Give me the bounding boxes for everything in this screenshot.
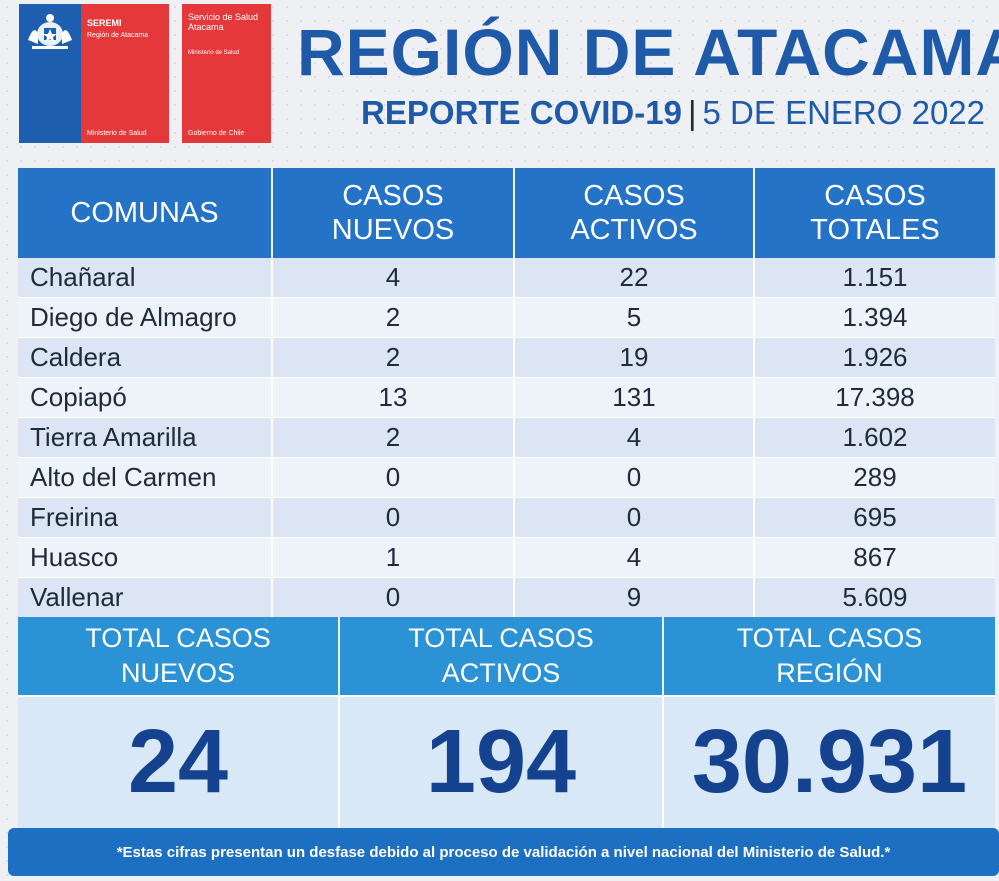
casos-activos-value: 4: [515, 418, 755, 457]
seremi-title: SEREMI: [87, 18, 122, 28]
casos-totales-value: 695: [853, 502, 897, 532]
total-region-label: TOTAL CASOS REGIÓN: [664, 617, 995, 695]
casos-nuevos-value: 13: [273, 378, 515, 417]
casos-activos-value: 5: [515, 298, 755, 337]
table-row: Copiapó 13 131 17.398: [18, 378, 995, 418]
table-row: Caldera 2 19 1.926: [18, 338, 995, 378]
coat-of-arms-icon: [28, 14, 72, 49]
table-row: Freirina 0 0 695: [18, 498, 995, 538]
subtitle-separator: |: [687, 94, 697, 131]
casos-totales-value: 1.926: [842, 342, 908, 372]
servicio-footer: Gobierno de Chile: [188, 130, 245, 137]
comuna-name: Freirina: [18, 498, 273, 537]
seremi-subtitle: Región de Atacama: [87, 32, 149, 39]
casos-nuevos-value: 0: [273, 498, 515, 537]
totals-panel: TOTAL CASOS NUEVOS TOTAL CASOS ACTIVOS T…: [18, 617, 995, 828]
column-header-comunas: COMUNAS: [18, 168, 273, 258]
table-header-row: COMUNAS CASOS NUEVOS CASOS ACTIVOS CASOS…: [18, 168, 995, 258]
comuna-name: Tierra Amarilla: [18, 418, 273, 457]
table-row: Vallenar 0 9 5.609: [18, 578, 995, 618]
column-header-casos-activos: CASOS ACTIVOS: [515, 168, 755, 258]
servicio-salud-logo: Servicio de Salud Atacama Ministerio de …: [182, 4, 271, 143]
report-name: REPORTE COVID-19: [361, 94, 682, 131]
casos-activos-value: 19: [515, 338, 755, 377]
total-activos-label: TOTAL CASOS ACTIVOS: [340, 617, 664, 695]
comuna-name: Huasco: [18, 538, 273, 577]
servicio-title: Servicio de Salud Atacama: [188, 12, 259, 32]
casos-nuevos-value: 0: [273, 578, 515, 617]
casos-activos-value: 0: [515, 458, 755, 497]
column-header-casos-nuevos: CASOS NUEVOS: [273, 168, 515, 258]
table-row: Chañaral 4 22 1.151: [18, 258, 995, 298]
comuna-name: Copiapó: [18, 378, 273, 417]
casos-activos-value: 131: [515, 378, 755, 417]
table-row: Tierra Amarilla 2 4 1.602: [18, 418, 995, 458]
casos-totales-value: 289: [853, 462, 897, 492]
total-nuevos-value: 24: [18, 695, 340, 828]
table-body: Chañaral 4 22 1.151 Diego de Almagro 2 5…: [18, 258, 995, 618]
table-row: Huasco 1 4 867: [18, 538, 995, 578]
table-row: Alto del Carmen 0 0 289: [18, 458, 995, 498]
casos-totales-value: 1.602: [842, 422, 908, 452]
casos-activos-value: 22: [515, 258, 755, 297]
casos-totales-value: 1.394: [842, 302, 908, 332]
casos-activos-value: 0: [515, 498, 755, 537]
servicio-subtitle: Ministerio de Salud: [188, 50, 240, 56]
total-nuevos-label: TOTAL CASOS NUEVOS: [18, 617, 340, 695]
comuna-name: Diego de Almagro: [18, 298, 273, 337]
total-activos-value: 194: [340, 695, 664, 828]
table-row: Diego de Almagro 2 5 1.394: [18, 298, 995, 338]
casos-totales-value: 867: [853, 542, 897, 572]
report-subtitle: REPORTE COVID-19 | 5 DE ENERO 2022: [361, 94, 985, 132]
page-title: REGIÓN DE ATACAMA: [297, 15, 999, 89]
comuna-name: Chañaral: [18, 258, 273, 297]
casos-nuevos-value: 2: [273, 338, 515, 377]
total-region-value: 30.931: [664, 695, 995, 828]
report-date: 5 DE ENERO 2022: [702, 94, 985, 131]
casos-activos-value: 9: [515, 578, 755, 617]
cases-table: COMUNAS CASOS NUEVOS CASOS ACTIVOS CASOS…: [18, 168, 995, 618]
casos-nuevos-value: 0: [273, 458, 515, 497]
casos-totales-value: 17.398: [835, 382, 915, 412]
seremi-footer: Ministerio de Salud: [87, 130, 147, 137]
casos-nuevos-value: 2: [273, 298, 515, 337]
casos-totales-value: 5.609: [842, 582, 908, 612]
seremi-red-panel: SEREMI Región de Atacama Ministerio de S…: [81, 4, 169, 143]
casos-activos-value: 4: [515, 538, 755, 577]
column-header-casos-totales: CASOS TOTALES: [810, 180, 940, 246]
seremi-logo: SEREMI Región de Atacama Ministerio de S…: [19, 4, 169, 143]
comuna-name: Alto del Carmen: [18, 458, 273, 497]
casos-nuevos-value: 1: [273, 538, 515, 577]
logo-blue-stripe: [19, 4, 81, 143]
casos-totales-value: 1.151: [842, 262, 908, 292]
casos-nuevos-value: 4: [273, 258, 515, 297]
casos-nuevos-value: 2: [273, 418, 515, 457]
disclaimer-footer: *Estas cifras presentan un desfase debid…: [8, 828, 999, 876]
comuna-name: Caldera: [18, 338, 273, 377]
comuna-name: Vallenar: [18, 578, 273, 617]
